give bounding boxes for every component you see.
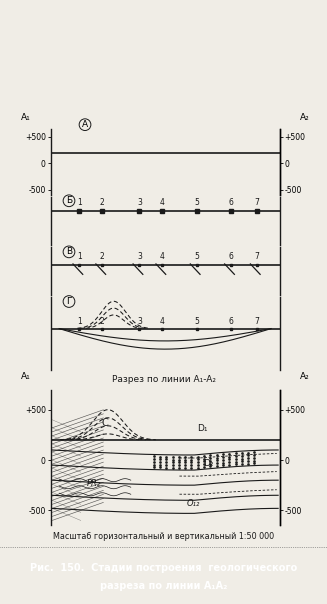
Text: A₁: A₁ <box>21 113 31 122</box>
Text: 6: 6 <box>229 252 233 261</box>
Text: A₂: A₂ <box>300 113 309 122</box>
Text: 6: 6 <box>229 317 233 326</box>
Text: 6: 6 <box>229 198 233 207</box>
Text: PR₂: PR₂ <box>86 479 101 487</box>
Text: A₂: A₂ <box>300 373 309 382</box>
Text: 3: 3 <box>137 252 142 261</box>
Text: A₁: A₁ <box>21 373 31 382</box>
Text: 5: 5 <box>194 198 199 207</box>
Text: 5: 5 <box>194 252 199 261</box>
Text: Масштаб горизонтальный и вертикальный 1:50 000: Масштаб горизонтальный и вертикальный 1:… <box>53 532 274 541</box>
Text: А: А <box>82 120 88 129</box>
Text: 1: 1 <box>77 198 82 207</box>
Text: 1: 1 <box>77 252 82 261</box>
Text: Рис.  150.  Стадии построения  геологического: Рис. 150. Стадии построения геологическо… <box>30 564 297 573</box>
Text: разреза по линии A₁A₂: разреза по линии A₁A₂ <box>100 581 227 591</box>
Text: 2: 2 <box>100 198 105 207</box>
Text: 4: 4 <box>160 198 165 207</box>
Text: 7: 7 <box>254 198 259 207</box>
Text: 4: 4 <box>160 252 165 261</box>
Text: 5: 5 <box>194 317 199 326</box>
Text: O₁₂: O₁₂ <box>187 499 200 508</box>
Text: D₁: D₁ <box>197 425 208 433</box>
Text: 2: 2 <box>100 317 105 326</box>
Text: 7: 7 <box>254 317 259 326</box>
Text: D₂: D₂ <box>203 458 213 467</box>
Text: 3: 3 <box>137 317 142 326</box>
Text: 7: 7 <box>254 252 259 261</box>
Text: 4: 4 <box>160 317 165 326</box>
Text: Разрез по линии A₁-A₂: Разрез по линии A₁-A₂ <box>112 375 215 384</box>
Text: Б: Б <box>66 196 72 205</box>
Text: 3: 3 <box>137 198 142 207</box>
Text: 1: 1 <box>77 317 82 326</box>
Text: C: C <box>102 418 109 428</box>
Text: Г: Г <box>66 297 72 306</box>
Text: В: В <box>66 248 72 256</box>
Text: 2: 2 <box>100 252 105 261</box>
